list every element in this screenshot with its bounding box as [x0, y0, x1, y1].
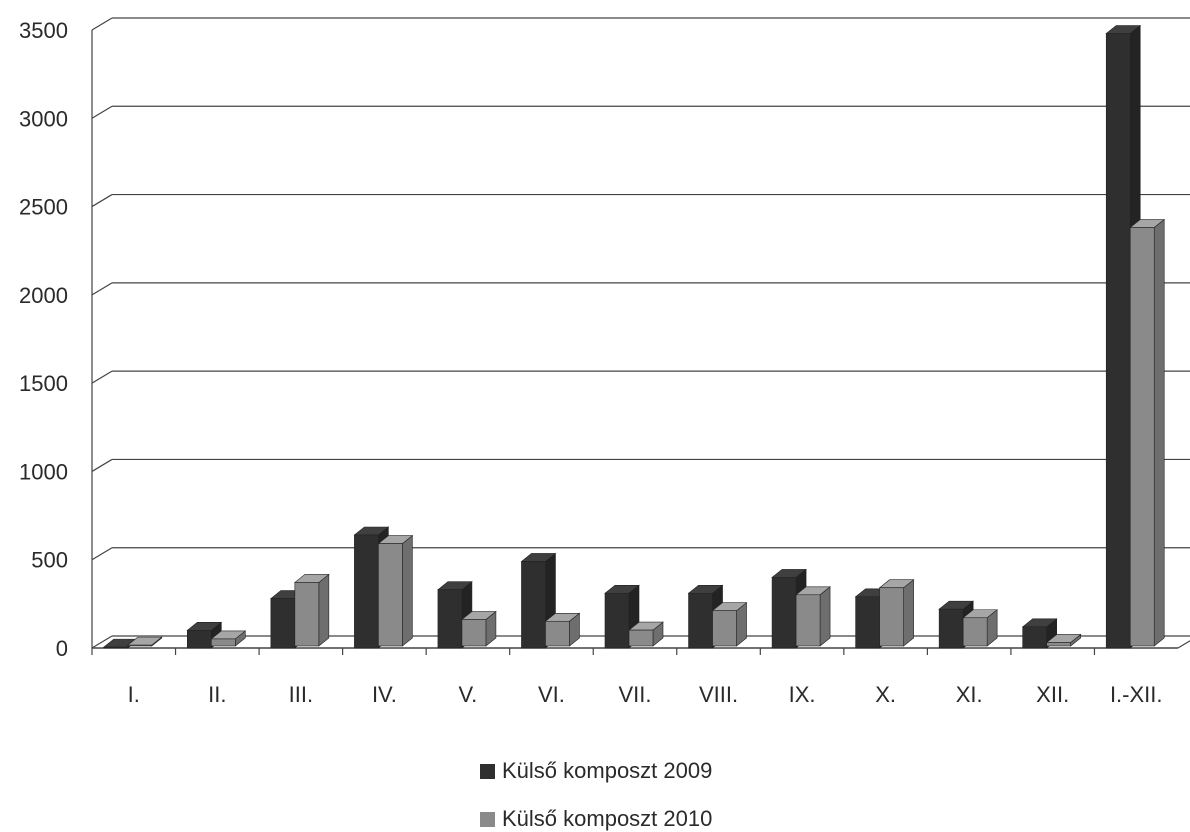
- bar-front: [127, 644, 153, 647]
- x-tick-label: V.: [459, 682, 478, 707]
- gridlines: [91, 17, 1190, 649]
- bar-2010: [544, 612, 581, 647]
- bar-front: [211, 638, 236, 647]
- bar-2010: [1129, 218, 1166, 647]
- bar-front: [1129, 227, 1155, 647]
- gridline-side: [91, 105, 113, 119]
- x-tick-label: I.: [128, 682, 140, 707]
- y-tick-label: 3000: [19, 106, 68, 131]
- y-tick-label: 1000: [19, 459, 68, 484]
- x-axis-depth: [1177, 640, 1190, 649]
- legend-item-2009: Külső komposzt 2009: [480, 758, 840, 784]
- bar-front: [962, 617, 988, 647]
- bar-front: [461, 619, 487, 647]
- bar-front: [521, 561, 546, 649]
- x-tick-label: VII.: [618, 682, 651, 707]
- x-tick-label: III.: [289, 682, 313, 707]
- bar-front: [855, 596, 880, 649]
- y-tick-label: 1500: [19, 371, 68, 396]
- gridline-side: [91, 17, 113, 31]
- bar-2010: [210, 630, 247, 647]
- bar-front: [688, 592, 713, 649]
- legend-swatch-2010: [480, 811, 495, 827]
- bar-front: [1046, 642, 1071, 647]
- bar-front: [1105, 33, 1131, 649]
- bar-front: [795, 594, 821, 647]
- x-tick-label: IV.: [372, 682, 397, 707]
- bar-front: [294, 582, 320, 647]
- bar-front: [628, 629, 654, 647]
- bar-front: [187, 630, 212, 649]
- bar-front: [545, 620, 570, 647]
- x-tick-label: XII.: [1036, 682, 1069, 707]
- bar-front: [378, 543, 403, 647]
- y-tick-label: 500: [31, 548, 68, 573]
- axes: [91, 30, 1190, 655]
- x-tick-label: II.: [208, 682, 226, 707]
- bar-front: [604, 592, 630, 649]
- bar-front: [270, 598, 296, 649]
- bar-side: [819, 586, 831, 647]
- legend-swatch-2009: [480, 763, 495, 779]
- x-tick-label: I.-XII.: [1110, 682, 1163, 707]
- legend-item-2010: Külső komposzt 2010: [480, 806, 840, 832]
- bar-2010: [711, 602, 748, 647]
- y-tick-label: 0: [56, 636, 68, 661]
- bar-front: [712, 610, 737, 647]
- x-tick-label: IX.: [789, 682, 816, 707]
- x-tick-label: VI.: [538, 682, 565, 707]
- bar-front: [1022, 626, 1047, 649]
- bar-side: [1153, 218, 1165, 647]
- bar-2010: [377, 534, 414, 647]
- gridline-side: [91, 370, 113, 384]
- bar-side: [318, 573, 330, 647]
- bar-front: [771, 577, 797, 649]
- tick-labels: 0 500 1000 1500 2000 2500 3000 3500 I. II. III. IV.…: [19, 18, 1162, 707]
- y-tick-label: 3500: [19, 18, 68, 43]
- chart-plot: 0 500 1000 1500 2000 2500 3000 3500 I. II. III. IV.…: [19, 17, 1190, 707]
- bar-2010: [1045, 633, 1082, 647]
- gridline-side: [91, 547, 113, 561]
- gridline-side: [91, 458, 113, 472]
- bar-front: [354, 534, 379, 649]
- x-tick-label: VIII.: [699, 682, 738, 707]
- gridline-side: [91, 282, 113, 296]
- legend-label-2010: Külső komposzt 2010: [502, 806, 713, 831]
- bar-2010: [795, 586, 831, 647]
- gridline-side: [91, 635, 113, 649]
- bar-2010: [461, 610, 497, 647]
- bar-2010: [628, 621, 664, 647]
- bar-top: [126, 636, 163, 646]
- x-tick-label: X.: [875, 682, 896, 707]
- bar-front: [103, 646, 129, 649]
- bars: [102, 24, 1166, 649]
- bar-front: [938, 608, 964, 649]
- y-tick-label: 2500: [19, 195, 68, 220]
- y-tick-label: 2000: [19, 283, 68, 308]
- bar-2010: [962, 609, 999, 647]
- bar-front: [879, 587, 904, 647]
- x-tick-label: XI.: [956, 682, 983, 707]
- legend-label-2009: Külső komposzt 2009: [502, 758, 713, 783]
- bar-2010: [878, 579, 915, 647]
- bar-side: [402, 534, 413, 647]
- bar-2010: [126, 636, 163, 647]
- bar-front: [437, 589, 463, 649]
- bar-side: [903, 579, 914, 647]
- gridline-side: [91, 194, 113, 208]
- bar-2010: [293, 573, 330, 647]
